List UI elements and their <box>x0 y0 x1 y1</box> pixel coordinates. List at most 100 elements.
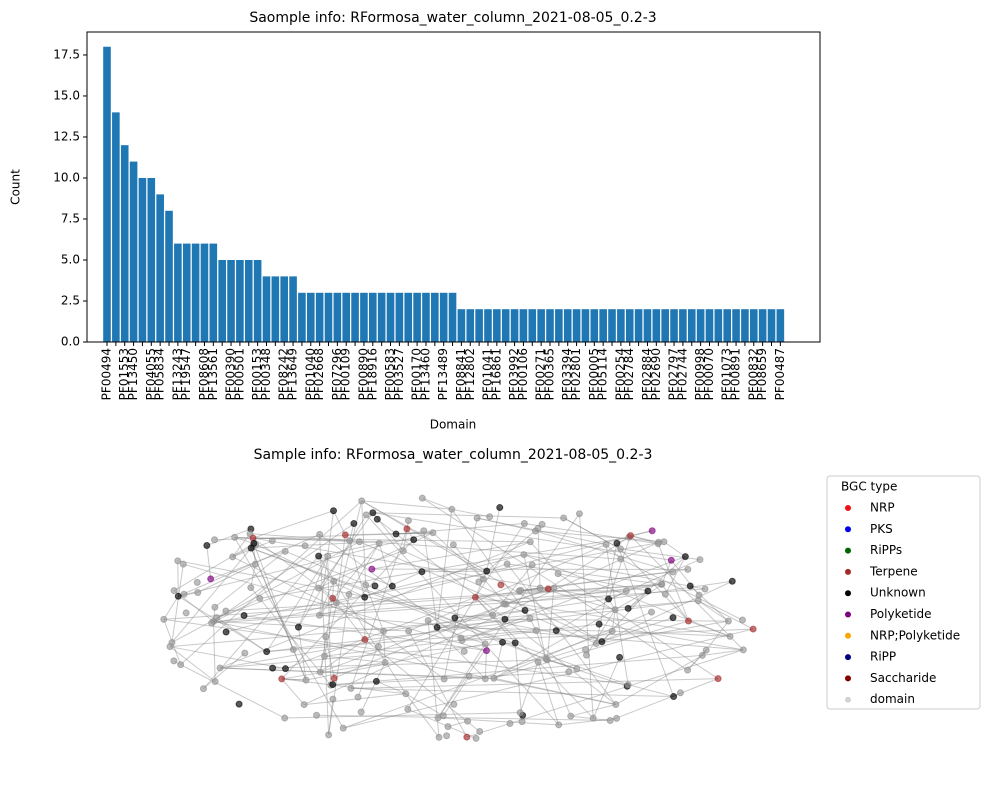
legend-marker <box>845 632 851 639</box>
node <box>613 539 621 547</box>
edge <box>319 639 366 673</box>
edge <box>250 547 307 681</box>
edge <box>563 517 621 550</box>
node <box>624 681 632 689</box>
node <box>472 734 480 742</box>
node <box>536 584 544 592</box>
node <box>670 693 678 701</box>
edge <box>319 500 363 673</box>
legend-label: NRP <box>870 501 895 515</box>
edge <box>422 497 453 510</box>
node <box>315 552 323 560</box>
edge <box>178 532 434 597</box>
bar <box>466 309 475 342</box>
node <box>380 627 388 635</box>
node <box>424 616 432 624</box>
edge <box>663 541 686 558</box>
node <box>210 536 218 544</box>
node <box>497 581 505 589</box>
edge <box>335 534 346 603</box>
bar <box>608 309 616 342</box>
x-tick-label: PF00170 <box>410 348 424 400</box>
node <box>325 731 333 739</box>
node <box>444 723 452 731</box>
node <box>542 655 550 663</box>
edge <box>327 556 332 686</box>
legend-marker <box>845 568 851 575</box>
edge <box>213 620 409 632</box>
x-tick-label: PF00348 <box>259 348 273 400</box>
node <box>403 525 411 533</box>
bar <box>741 309 749 342</box>
edge <box>211 523 355 624</box>
edge <box>451 508 490 518</box>
edge <box>303 541 659 706</box>
edge <box>304 693 406 706</box>
node <box>450 700 458 708</box>
edge <box>423 530 438 628</box>
edge <box>421 570 487 573</box>
node <box>624 604 632 612</box>
edge <box>461 618 531 641</box>
node <box>644 587 652 595</box>
edge <box>630 535 744 651</box>
edge <box>535 530 664 543</box>
edge <box>234 537 344 729</box>
legend-label: Saccharide <box>870 671 936 685</box>
node <box>332 599 340 607</box>
edge <box>422 497 688 671</box>
node <box>694 597 702 605</box>
node <box>174 557 182 565</box>
x-tick-label: PF08659 <box>755 348 769 400</box>
node <box>241 649 249 657</box>
node <box>182 609 190 617</box>
node <box>608 627 616 635</box>
bar <box>439 292 448 342</box>
node <box>648 608 656 616</box>
node <box>418 568 426 576</box>
edge <box>616 543 675 697</box>
node <box>500 600 508 608</box>
edge <box>252 510 334 539</box>
node <box>544 585 552 593</box>
bar <box>386 292 395 342</box>
node <box>555 721 563 729</box>
legend-label: Polyketide <box>870 607 932 621</box>
node <box>460 647 468 655</box>
edge <box>462 628 754 641</box>
edge <box>253 537 531 543</box>
bar <box>377 292 386 342</box>
node <box>263 648 271 656</box>
node <box>354 693 362 701</box>
node <box>222 607 230 615</box>
node <box>392 530 400 538</box>
edge <box>627 583 663 609</box>
edge <box>535 630 547 660</box>
edge <box>266 630 537 653</box>
bar <box>617 309 625 342</box>
bar <box>599 309 607 342</box>
edge <box>298 514 367 628</box>
legend-marker <box>845 696 851 703</box>
edge <box>688 620 731 637</box>
node <box>213 614 221 622</box>
edge <box>173 542 255 592</box>
edge <box>454 614 493 619</box>
edge <box>475 596 516 644</box>
bar <box>156 194 164 342</box>
x-tick-label: PF13649 <box>286 348 300 400</box>
bar <box>112 112 120 343</box>
edge <box>506 563 617 705</box>
node <box>714 675 722 683</box>
node <box>368 565 376 573</box>
node <box>294 623 302 631</box>
edge <box>350 687 674 698</box>
legend-box <box>826 475 981 710</box>
edge <box>493 677 616 705</box>
edge <box>670 559 700 596</box>
y-tick-label: 15.0 <box>53 88 80 102</box>
edge <box>493 642 504 679</box>
edge <box>545 643 597 660</box>
node <box>361 636 369 644</box>
node <box>361 593 369 601</box>
